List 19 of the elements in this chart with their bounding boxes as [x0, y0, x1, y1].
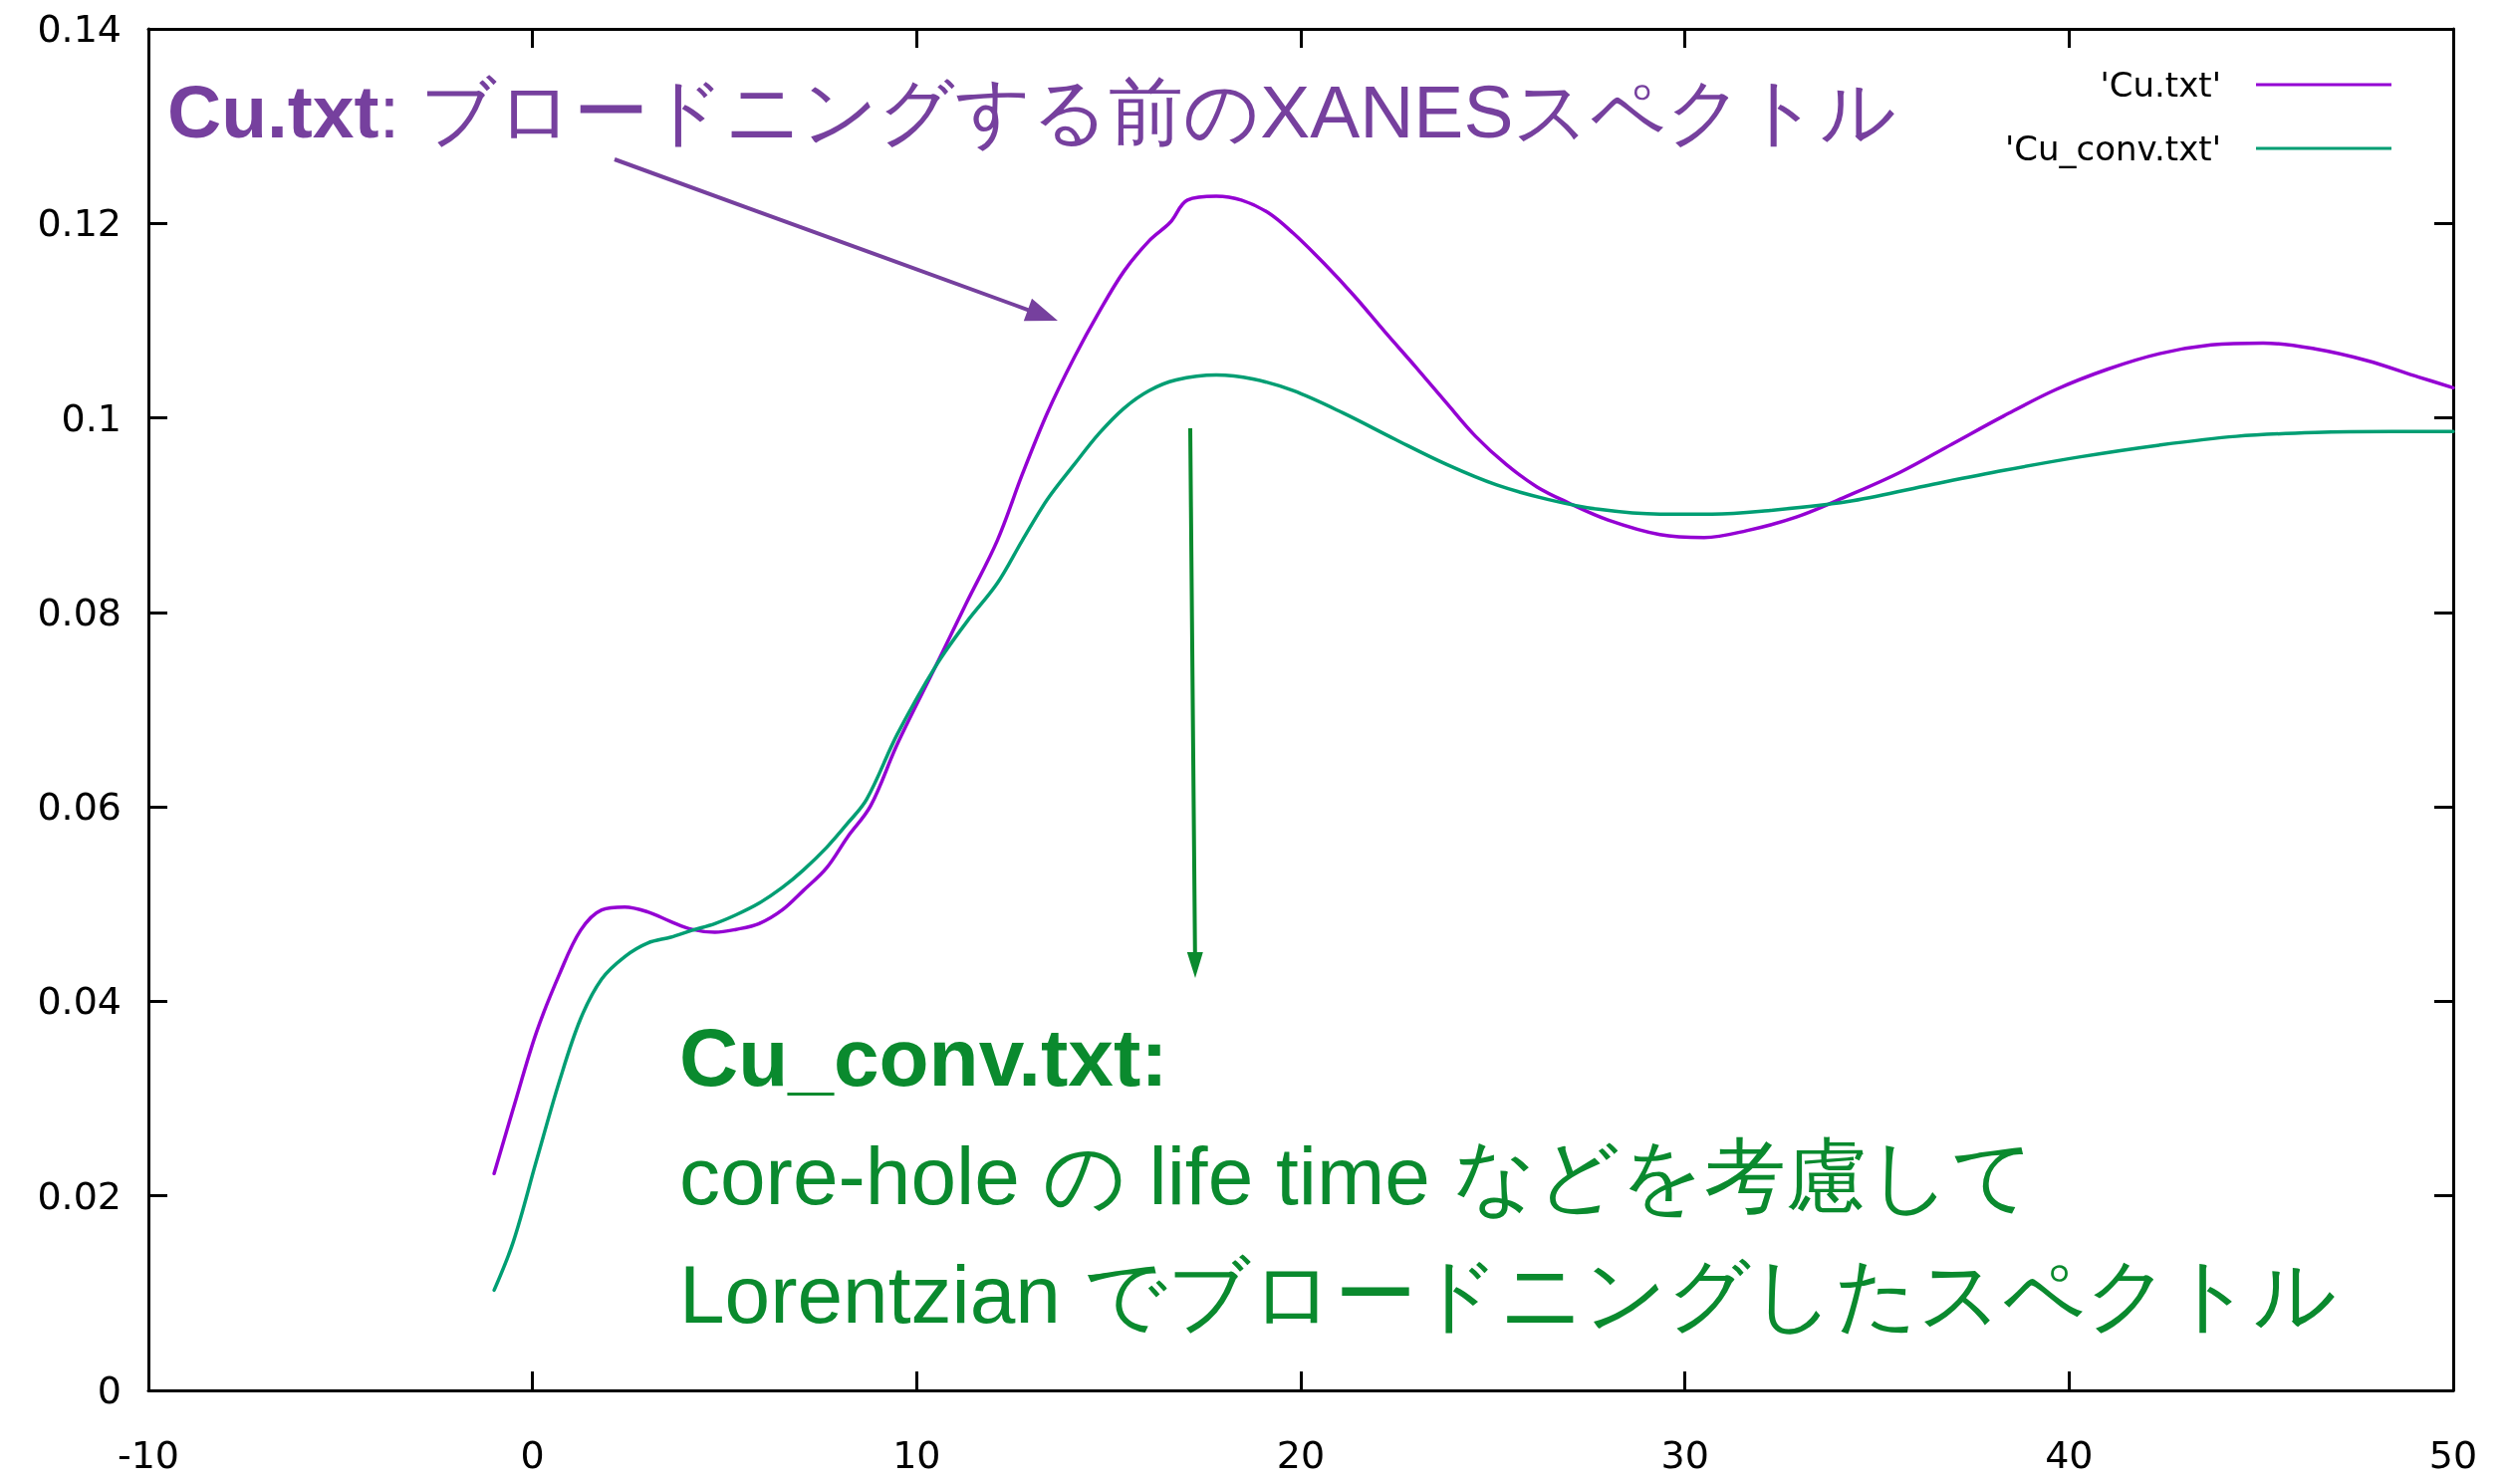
y-tick-label: 0.02	[37, 1173, 122, 1218]
x-tick-label: 10	[892, 1433, 941, 1477]
annotation: Cu_conv.txt: core-hole の life time などを考慮して Lorentzian でブロードニングしたスペクトル	[679, 1012, 2337, 1340]
y-tick-label: 0.14	[37, 7, 122, 51]
y-tick-label: 0.06	[37, 785, 122, 830]
y-tick-label: 0.08	[37, 590, 122, 634]
y-tick-label: 0.04	[37, 979, 122, 1024]
x-tick-label: -10	[117, 1433, 180, 1477]
x-tick-label: 30	[1660, 1433, 1709, 1477]
x-tick-label: 0	[520, 1433, 545, 1477]
y-tick-label: 0.1	[61, 395, 122, 440]
legend-label: 'Cu.txt'	[2100, 65, 2221, 105]
y-tick-label: 0	[97, 1368, 122, 1412]
annotation: Cu.txt: ブロードニングする前のXANESスペクトル	[167, 70, 1897, 153]
y-tick-label: 0.12	[37, 201, 122, 246]
legend-label: 'Cu_conv.txt'	[2004, 128, 2221, 168]
x-tick-label: 20	[1276, 1433, 1326, 1477]
x-tick-label: 40	[2045, 1433, 2094, 1477]
x-tick-label: 50	[2428, 1433, 2478, 1477]
